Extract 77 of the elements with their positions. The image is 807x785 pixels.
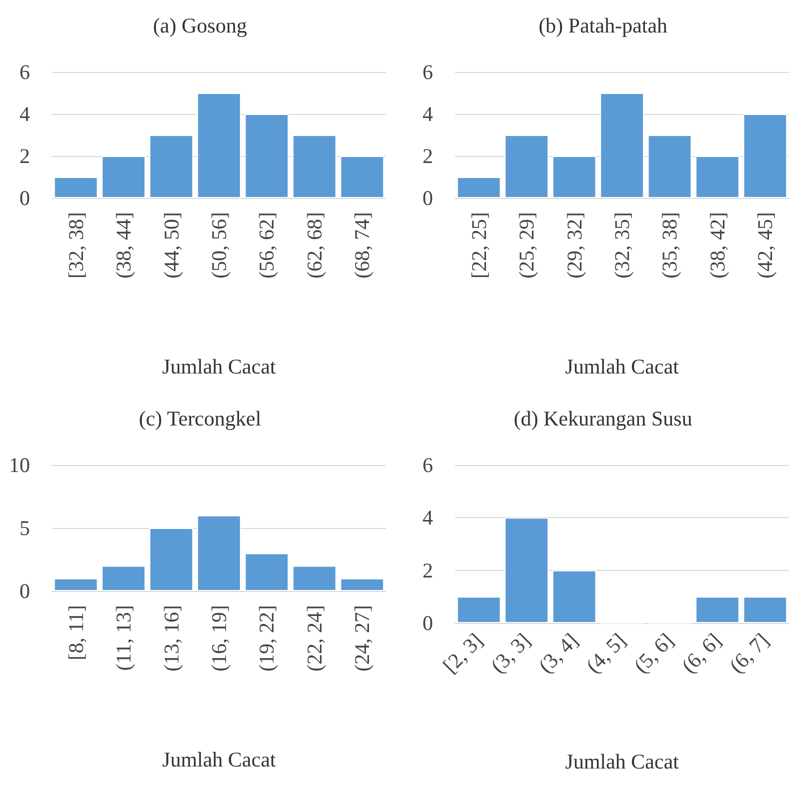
y-tick-label: 4 bbox=[20, 102, 30, 126]
chart-title: (c) Tercongkel bbox=[138, 406, 262, 430]
x-tick-label: (25, 29] bbox=[514, 212, 539, 278]
chart-title: (d) Kekurangan Susu bbox=[514, 406, 693, 430]
y-tick-label: 4 bbox=[422, 102, 434, 126]
x-tick-label: (19, 22] bbox=[254, 605, 279, 672]
x-tick-label: (50, 56] bbox=[207, 212, 231, 278]
bar bbox=[456, 177, 501, 198]
bar bbox=[340, 578, 384, 591]
x-tick-label: (62, 68] bbox=[302, 212, 326, 278]
bar bbox=[102, 566, 146, 591]
y-tick-label: 6 bbox=[422, 60, 433, 84]
y-tick-label: 5 bbox=[20, 516, 30, 540]
bar bbox=[340, 156, 384, 198]
x-tick-label: (38, 44] bbox=[112, 212, 136, 278]
y-tick-label: 2 bbox=[20, 144, 30, 168]
x-tick-label: (22, 24] bbox=[302, 605, 326, 672]
y-tick-label: 6 bbox=[422, 453, 433, 477]
x-axis-title: Jumlah Cacat bbox=[565, 354, 680, 378]
x-tick-label: (13, 16] bbox=[159, 605, 184, 672]
bar bbox=[197, 515, 241, 591]
y-tick-label: 0 bbox=[20, 579, 30, 603]
y-tick-label: 10 bbox=[9, 453, 30, 477]
y-tick-label: 0 bbox=[422, 186, 433, 210]
x-tick-label: (4, 5] bbox=[581, 628, 630, 678]
bar bbox=[504, 135, 549, 198]
x-axis-title: Jumlah Cacat bbox=[162, 748, 276, 772]
bar bbox=[600, 93, 644, 198]
bar bbox=[54, 177, 98, 198]
y-tick-label: 0 bbox=[422, 611, 433, 635]
chart-title: (b) Patah-patah bbox=[538, 14, 668, 38]
x-tick-label: (29, 32] bbox=[562, 212, 586, 278]
bar bbox=[292, 135, 336, 198]
x-tick-label: (5, 6] bbox=[629, 628, 678, 678]
x-tick-label: (6, 6] bbox=[676, 628, 726, 678]
bar bbox=[149, 135, 194, 198]
x-tick-label: (56, 62] bbox=[254, 212, 279, 278]
bar bbox=[292, 566, 336, 591]
bar bbox=[102, 156, 146, 198]
x-tick-label: (42, 45] bbox=[753, 212, 778, 278]
x-tick-label: (11, 13] bbox=[112, 605, 136, 671]
bar bbox=[552, 156, 596, 198]
bar bbox=[456, 596, 501, 623]
x-axis-title: Jumlah Cacat bbox=[162, 354, 276, 378]
bar bbox=[695, 156, 740, 198]
x-tick-label: (35, 38] bbox=[658, 212, 682, 278]
bar bbox=[504, 518, 549, 623]
y-tick-label: 2 bbox=[422, 144, 433, 168]
bar bbox=[244, 114, 289, 198]
x-tick-label: (3, 3] bbox=[486, 628, 536, 678]
x-tick-label: (6, 7] bbox=[724, 628, 774, 678]
bar bbox=[743, 596, 788, 623]
x-tick-label: [8, 11] bbox=[64, 605, 88, 660]
bar bbox=[648, 135, 692, 198]
y-tick-label: 6 bbox=[20, 60, 30, 84]
x-tick-label: [22, 25] bbox=[466, 212, 491, 278]
x-tick-label: (24, 27] bbox=[350, 605, 374, 672]
bar bbox=[743, 114, 788, 198]
bar bbox=[54, 578, 98, 591]
bar bbox=[552, 570, 596, 623]
x-tick-label: (3, 4] bbox=[534, 628, 583, 678]
bar bbox=[244, 553, 289, 591]
y-tick-label: 0 bbox=[20, 186, 30, 210]
bar bbox=[197, 93, 241, 198]
x-tick-label: (16, 19] bbox=[207, 605, 231, 672]
x-tick-label: [32, 38] bbox=[64, 212, 88, 278]
bar bbox=[149, 528, 194, 591]
x-axis-title: Jumlah Cacat bbox=[565, 750, 680, 774]
x-tick-label: (32, 35] bbox=[610, 212, 634, 278]
x-tick-label: (68, 74] bbox=[350, 212, 374, 278]
bar bbox=[695, 596, 740, 623]
y-tick-label: 4 bbox=[422, 506, 434, 530]
x-tick-label: [2, 3] bbox=[438, 628, 488, 678]
chart-title: (a) Gosong bbox=[153, 14, 248, 38]
x-tick-label: (44, 50] bbox=[159, 212, 184, 278]
y-tick-label: 2 bbox=[422, 558, 433, 582]
x-tick-label: (38, 42] bbox=[705, 212, 730, 278]
